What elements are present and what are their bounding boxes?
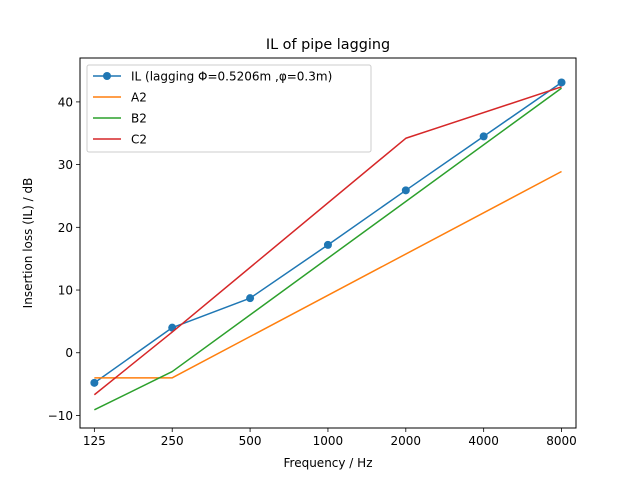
data-point <box>246 294 255 303</box>
legend-label: C2 <box>131 133 147 147</box>
y-tick-label: 20 <box>58 221 73 235</box>
y-tick-label: 40 <box>58 95 73 109</box>
series-layer <box>90 78 566 411</box>
data-point <box>479 132 488 141</box>
y-axis-label: Insertion loss (IL) / dB <box>21 178 35 309</box>
legend: IL (lagging Φ=0.5206m ,φ=0.3m) A2 B2 C2 <box>86 64 372 153</box>
legend-box <box>86 64 372 153</box>
x-tick-label: 8000 <box>546 434 577 448</box>
legend-items: IL (lagging Φ=0.5206m ,φ=0.3m) A2 B2 C2 <box>93 70 332 147</box>
y-axis-ticks: −10 0 10 20 30 40 <box>48 95 80 423</box>
data-point <box>557 78 566 87</box>
legend-label: IL (lagging Φ=0.5206m ,φ=0.3m) <box>131 70 332 84</box>
x-tick-label: 4000 <box>468 434 499 448</box>
x-tick-label: 125 <box>83 434 106 448</box>
chart-title: IL of pipe lagging <box>266 37 390 53</box>
legend-label: B2 <box>131 112 147 126</box>
y-tick-label: 30 <box>58 158 73 172</box>
x-tick-label: 2000 <box>391 434 422 448</box>
x-axis-label: Frequency / Hz <box>284 456 373 470</box>
x-tick-label: 250 <box>161 434 184 448</box>
series-line-2 <box>94 87 562 411</box>
legend-label: A2 <box>131 91 147 105</box>
series-line-3 <box>93 86 562 396</box>
data-point <box>90 378 99 387</box>
legend-marker <box>103 72 111 80</box>
y-tick-label: 0 <box>65 346 73 360</box>
series-line-1 <box>94 170 562 379</box>
x-tick-label: 500 <box>239 434 262 448</box>
y-tick-label: −10 <box>48 409 73 423</box>
x-tick-label: 1000 <box>313 434 344 448</box>
data-point <box>401 186 410 195</box>
x-axis-ticks: 125 250 500 1000 2000 4000 8000 <box>83 428 577 448</box>
y-tick-label: 10 <box>58 284 73 298</box>
data-point <box>323 240 332 249</box>
